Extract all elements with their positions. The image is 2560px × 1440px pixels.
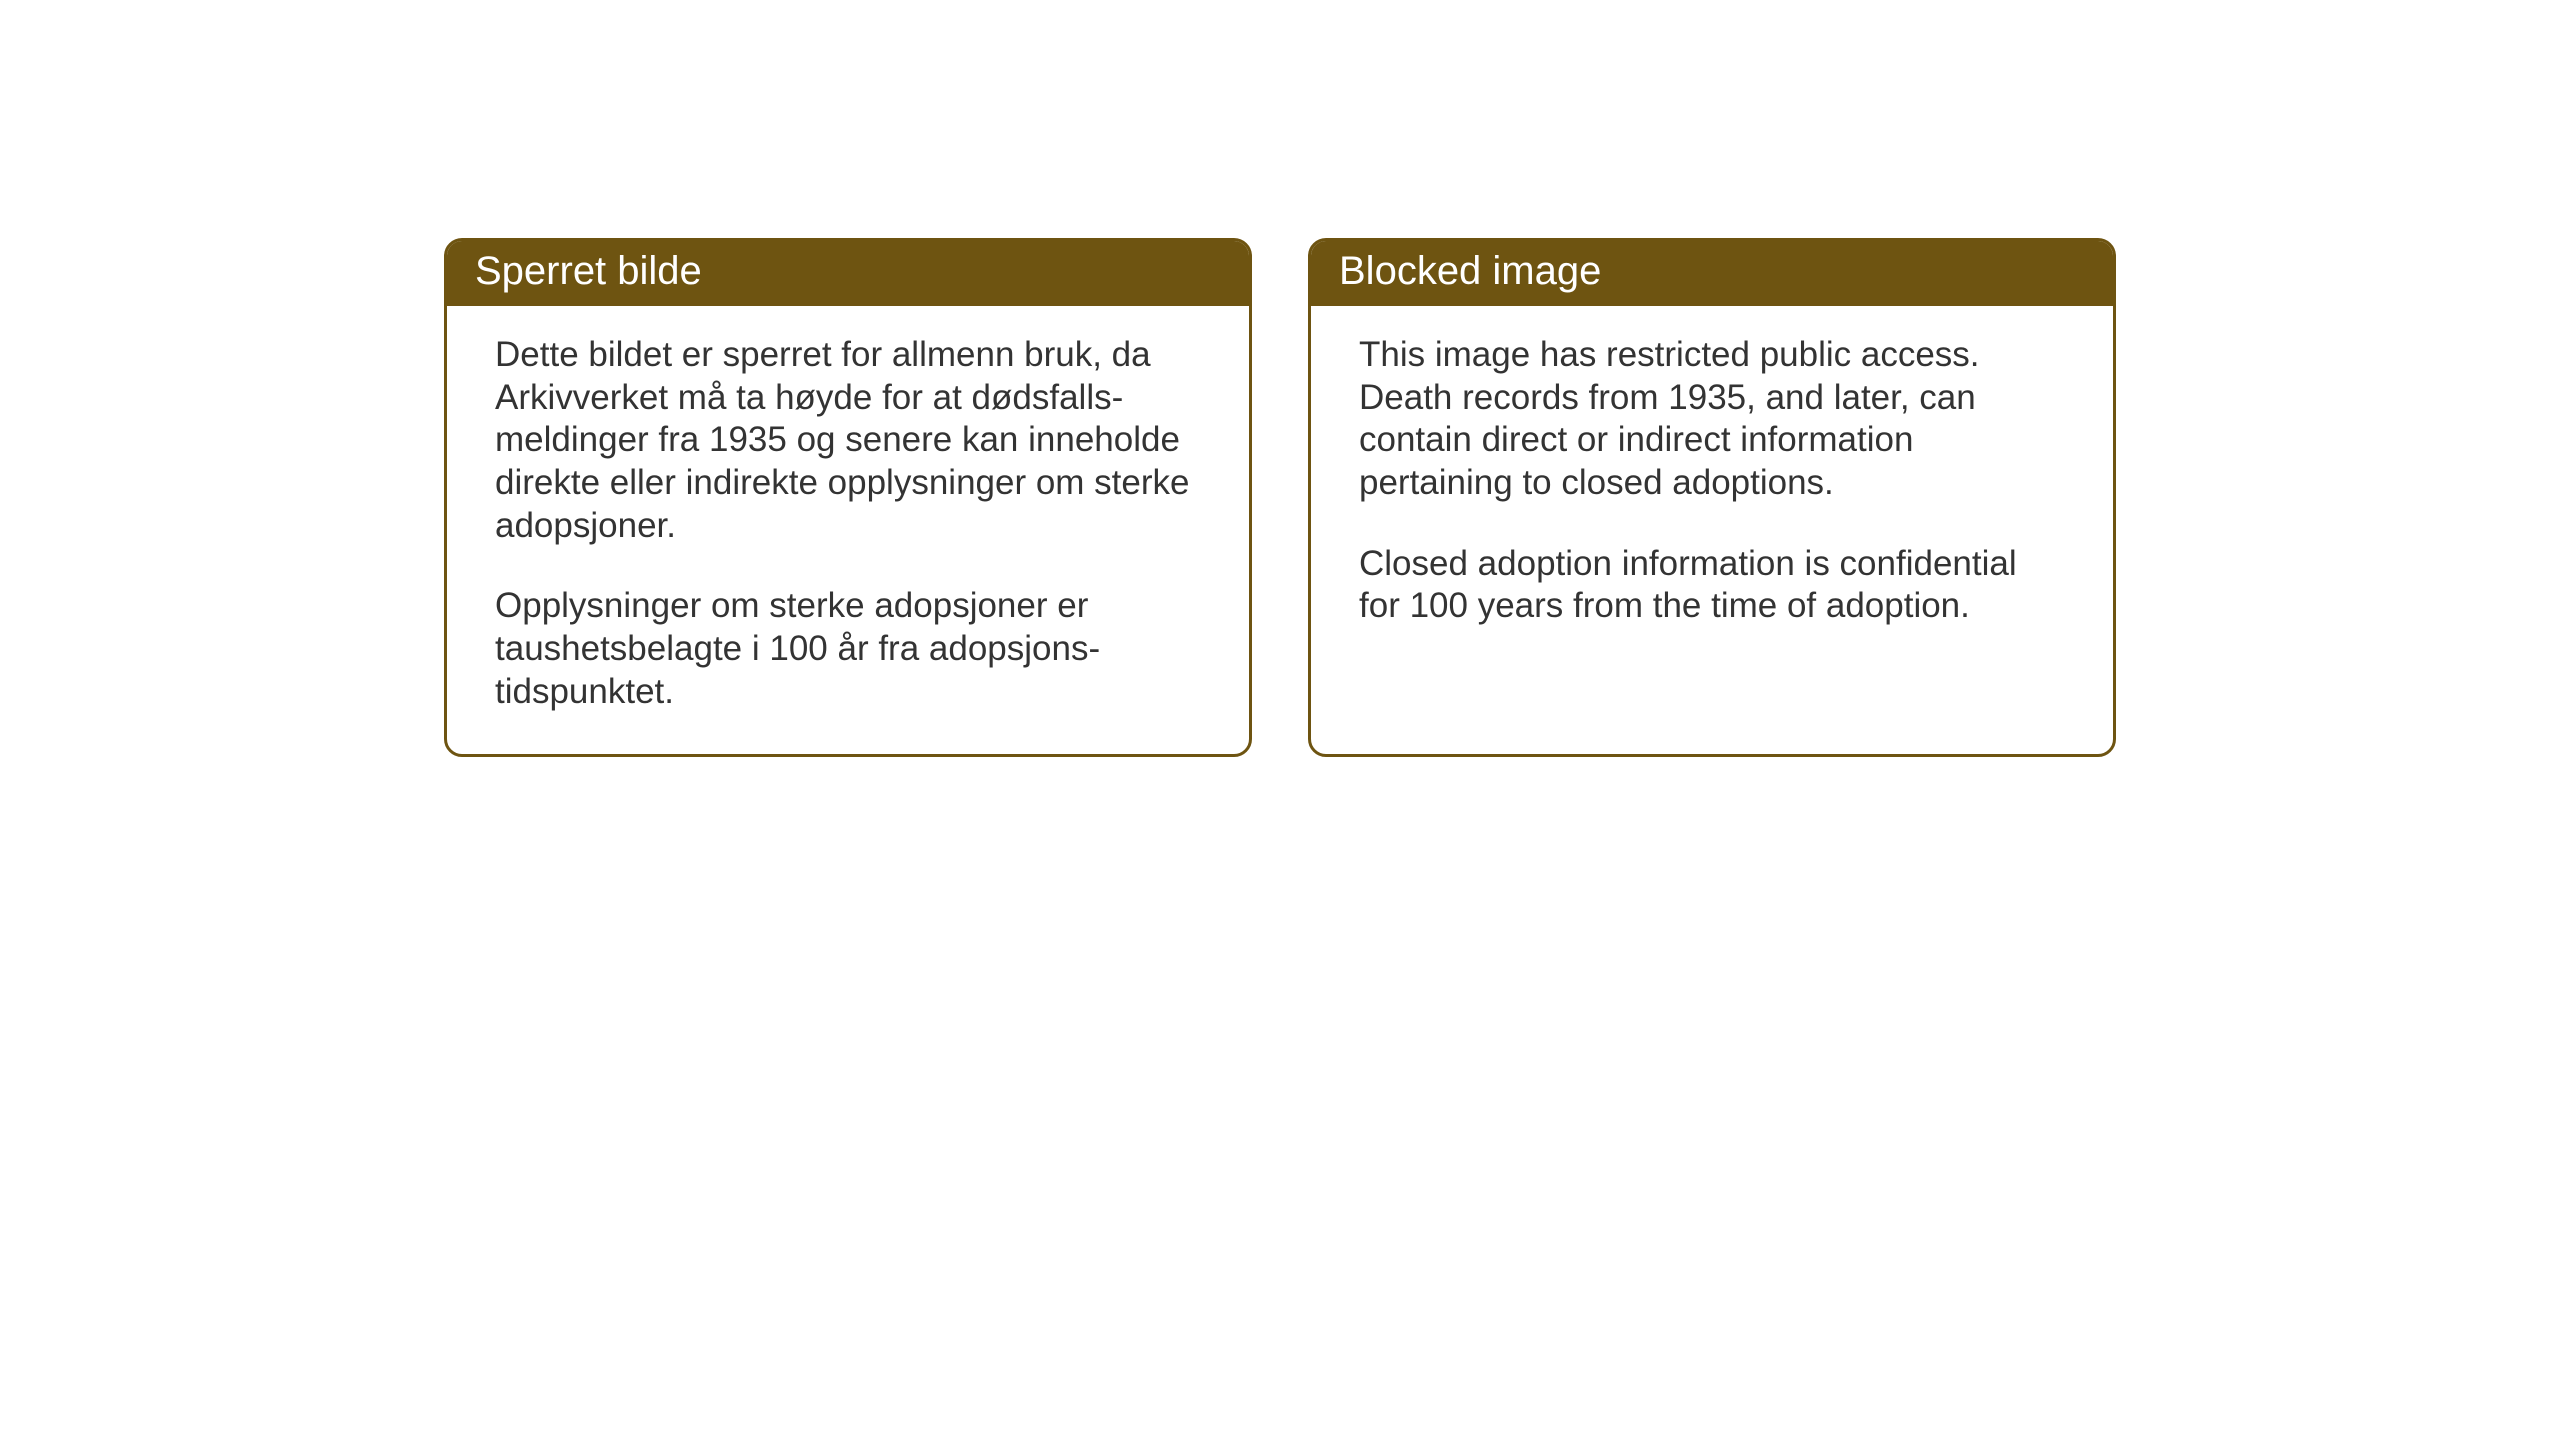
info-box-norwegian: Sperret bilde Dette bildet er sperret fo… xyxy=(444,238,1252,757)
info-box-header-norwegian: Sperret bilde xyxy=(447,241,1249,306)
info-box-english: Blocked image This image has restricted … xyxy=(1308,238,2116,757)
info-boxes-container: Sperret bilde Dette bildet er sperret fo… xyxy=(444,238,2116,757)
info-box-para2-norwegian: Opplysninger om sterke adopsjoner er tau… xyxy=(495,585,1201,713)
info-box-body-english: This image has restricted public access.… xyxy=(1311,306,2113,668)
info-box-body-norwegian: Dette bildet er sperret for allmenn bruk… xyxy=(447,306,1249,754)
info-box-para1-english: This image has restricted public access.… xyxy=(1359,334,2065,505)
info-box-header-english: Blocked image xyxy=(1311,241,2113,306)
info-box-para2-english: Closed adoption information is confident… xyxy=(1359,543,2065,628)
info-box-para1-norwegian: Dette bildet er sperret for allmenn bruk… xyxy=(495,334,1201,547)
